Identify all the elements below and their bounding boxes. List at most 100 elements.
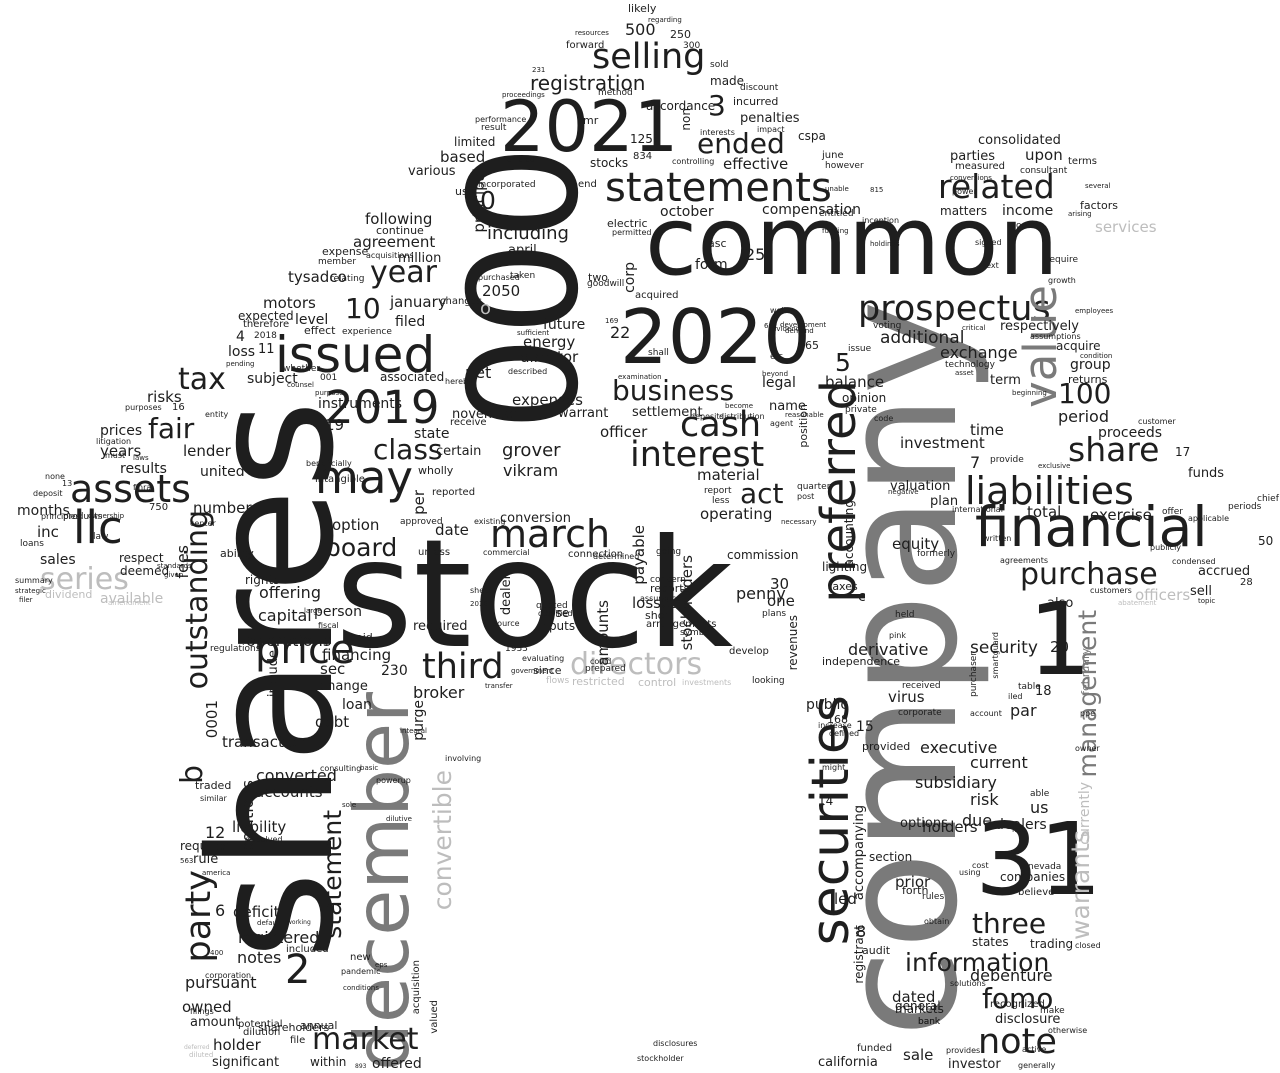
- cloud-word-commercial-1230: commercial: [483, 548, 530, 557]
- cloud-word-price-30: price: [255, 627, 355, 673]
- cloud-word-approved-1227: approved: [400, 517, 443, 527]
- cloud-word-arising-1355: arising: [1068, 210, 1092, 218]
- cloud-word-31-7: 31: [975, 801, 1103, 918]
- cloud-word-amendment-1453: amendment: [108, 599, 151, 607]
- cloud-word-risks-1062: risks: [147, 388, 182, 406]
- cloud-word-following-1052: following: [365, 210, 433, 228]
- cloud-word-stock-1: stock: [335, 508, 734, 682]
- cloud-word-4-1185: 4: [236, 329, 245, 345]
- cloud-word-230-1204: 230: [381, 663, 408, 679]
- cloud-word-forth-1156: forth: [902, 884, 929, 897]
- cloud-word-proceeds-1032: proceeds: [1098, 425, 1163, 441]
- cloud-word-1933-1250: 1933: [505, 644, 528, 654]
- cloud-word-reported-1226: reported: [432, 487, 476, 498]
- cloud-word-prior-1024: prior: [895, 873, 931, 891]
- cloud-word-evaluating-1251: evaluating: [522, 654, 565, 663]
- cloud-word-litigation-1441: litigation: [96, 437, 132, 446]
- cloud-word-forward-1126: forward: [566, 40, 605, 51]
- cloud-word-energy-1002: energy: [523, 333, 576, 351]
- cloud-word-dissolved-1402: dissolved: [245, 835, 283, 844]
- cloud-word-described-1364: described: [508, 367, 548, 376]
- cloud-word-19-1196: 19: [325, 416, 345, 434]
- cloud-word-30-1201: 30: [770, 575, 790, 593]
- cloud-word-general-1149: general: [895, 999, 941, 1013]
- cloud-word-dividends-1302: dividends: [770, 325, 804, 333]
- cloud-word-purchaser-1432: purchaser: [969, 652, 979, 698]
- cloud-word-entered-1284: entered: [507, 156, 535, 164]
- cloud-word-deposits-1263: deposits: [690, 412, 724, 421]
- cloud-word-electric-1279: electric: [607, 217, 648, 230]
- cloud-word-2018-1431: 2018: [254, 331, 277, 341]
- cloud-word-california-1129: california: [818, 1055, 878, 1070]
- cloud-word-prepared-1260: prepared: [585, 664, 626, 674]
- cloud-word-member-1218: member: [318, 257, 357, 267]
- cloud-word-returns-1161: returns: [1068, 373, 1108, 386]
- cloud-word-less-1306: less: [712, 496, 730, 506]
- cloud-word-shareholders-1092: shareholders: [258, 1021, 330, 1034]
- cloud-word-125-1202: 125: [630, 132, 653, 146]
- cloud-word-broker-1098: broker: [413, 683, 465, 702]
- cloud-word-customers-1342: customers: [1090, 586, 1132, 595]
- cloud-word-existing-1229: existing: [474, 517, 506, 526]
- cloud-word-11-1189: 11: [258, 342, 275, 357]
- cloud-word-net-1007: net: [465, 363, 492, 382]
- cloud-word-debenture-1027: debenture: [970, 966, 1053, 985]
- cloud-word-led-1140: led: [834, 890, 857, 908]
- cloud-word-employees-1351: employees: [1075, 307, 1114, 315]
- cloud-word-years-1063: years: [100, 442, 142, 460]
- cloud-word-accompanying-1450: accompanying: [852, 805, 867, 901]
- cloud-word-par-1018: par: [1010, 701, 1037, 720]
- cloud-word-offer-1347: offer: [1162, 507, 1183, 517]
- cloud-word-future-1120: future: [543, 317, 586, 333]
- cloud-word-2-56: 2: [285, 947, 311, 993]
- cloud-word-inputs-1255: inputs: [538, 619, 576, 633]
- cloud-word-beginning-1352: beginning: [1012, 389, 1047, 397]
- cloud-word-acquisition-1376: acquisition: [411, 960, 422, 1015]
- cloud-word-information-50: information: [905, 948, 1050, 977]
- cloud-word-otherwise-1333: otherwise: [1048, 1026, 1088, 1035]
- cloud-word-determined-1232: determined: [593, 552, 640, 561]
- cloud-word-fair-44: fair: [148, 412, 195, 445]
- cloud-word-plans-1241: plans: [762, 609, 787, 619]
- cloud-word-incurred-1115: incurred: [733, 95, 779, 108]
- cloud-word-free-1325: free: [1012, 826, 1026, 834]
- cloud-word-effect-1222: effect: [304, 324, 336, 337]
- cloud-word-defined-1298: defined: [829, 729, 860, 738]
- cloud-word-change-1076: change: [320, 679, 368, 694]
- cloud-word-sales-1068: sales: [40, 552, 76, 568]
- cloud-word-necessary-1308: necessary: [781, 518, 817, 526]
- cloud-word-two-1272: two: [588, 271, 609, 284]
- cloud-word-sold-1125: sold: [710, 60, 729, 70]
- cloud-word-unless-1228: unless: [418, 547, 451, 558]
- cloud-word-investor-1131: investor: [948, 1057, 1001, 1072]
- cloud-word-connection-1231: connection: [568, 549, 624, 560]
- cloud-word-prospectus-16: prospectus: [858, 289, 1051, 329]
- cloud-word-lender-1064: lender: [183, 442, 231, 460]
- cloud-word-sell-1034: sell: [1190, 584, 1212, 599]
- cloud-word-deposit-1406: deposit: [33, 489, 63, 498]
- cloud-word-o-61: o: [480, 298, 492, 319]
- cloud-word-lighting-1137: lighting: [822, 560, 868, 574]
- cloud-word-stockholder-1261: stockholder: [637, 1054, 684, 1063]
- cloud-word-expected-1220: expected: [238, 309, 294, 323]
- cloud-word-required-1096: required: [413, 619, 468, 634]
- cloud-word-arrangements-1238: arrangements: [646, 619, 717, 630]
- cloud-word-parties-1045: parties: [950, 149, 996, 164]
- cloud-word-sec-1075: sec: [320, 660, 346, 678]
- cloud-word-25-1199: 25: [745, 245, 766, 264]
- cloud-word-opinion-1210: opinion: [842, 391, 887, 405]
- cloud-word-hereby-1437: hereby: [445, 377, 473, 386]
- cloud-word-officers-1173: officers: [1135, 586, 1191, 604]
- cloud-word-acquisitions-1276: acquisitions: [366, 251, 414, 260]
- cloud-word-intangible-1225: intangible: [315, 474, 365, 485]
- cloud-word-c-1295: c: [858, 589, 866, 605]
- cloud-word-form-1050: form: [695, 257, 728, 273]
- cloud-word-make-1332: make: [1040, 1006, 1065, 1016]
- cloud-word-markets-1150: markets: [895, 1002, 944, 1016]
- cloud-word-pink-1313: pink: [889, 631, 907, 640]
- cloud-word-class-46: class: [373, 433, 443, 466]
- cloud-word-tax-42: tax: [178, 362, 226, 397]
- cloud-word-integral-1382: integral: [400, 727, 427, 735]
- cloud-word-amounts-1445: amounts: [594, 600, 612, 666]
